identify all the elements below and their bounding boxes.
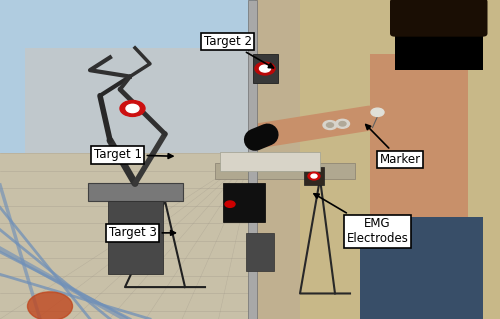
Circle shape bbox=[311, 174, 317, 178]
FancyBboxPatch shape bbox=[400, 45, 435, 83]
FancyBboxPatch shape bbox=[246, 233, 274, 271]
FancyBboxPatch shape bbox=[304, 167, 324, 185]
FancyBboxPatch shape bbox=[88, 183, 182, 201]
FancyBboxPatch shape bbox=[248, 0, 256, 319]
Circle shape bbox=[371, 108, 384, 116]
Circle shape bbox=[126, 104, 139, 113]
Circle shape bbox=[326, 123, 334, 127]
Text: Marker: Marker bbox=[366, 124, 420, 166]
FancyBboxPatch shape bbox=[370, 54, 468, 230]
FancyBboxPatch shape bbox=[222, 183, 265, 222]
Polygon shape bbox=[25, 48, 255, 153]
Polygon shape bbox=[0, 153, 255, 319]
FancyBboxPatch shape bbox=[252, 54, 278, 83]
Text: EMG
Electrodes: EMG Electrodes bbox=[314, 194, 408, 245]
Polygon shape bbox=[255, 0, 500, 319]
FancyBboxPatch shape bbox=[108, 201, 162, 274]
Circle shape bbox=[225, 201, 235, 207]
Text: Target 3: Target 3 bbox=[108, 226, 176, 239]
FancyBboxPatch shape bbox=[360, 217, 482, 319]
FancyBboxPatch shape bbox=[390, 0, 488, 37]
Circle shape bbox=[336, 119, 349, 128]
Circle shape bbox=[260, 65, 270, 72]
Circle shape bbox=[339, 122, 346, 126]
FancyBboxPatch shape bbox=[215, 163, 355, 179]
FancyBboxPatch shape bbox=[220, 152, 320, 171]
Circle shape bbox=[28, 292, 72, 319]
Circle shape bbox=[120, 100, 145, 116]
Polygon shape bbox=[300, 0, 500, 319]
Circle shape bbox=[323, 121, 337, 130]
FancyBboxPatch shape bbox=[395, 6, 482, 70]
Text: Target 2: Target 2 bbox=[204, 35, 274, 68]
Circle shape bbox=[308, 172, 320, 180]
Circle shape bbox=[255, 62, 275, 75]
Text: Target 1: Target 1 bbox=[94, 148, 173, 161]
Polygon shape bbox=[0, 0, 255, 153]
